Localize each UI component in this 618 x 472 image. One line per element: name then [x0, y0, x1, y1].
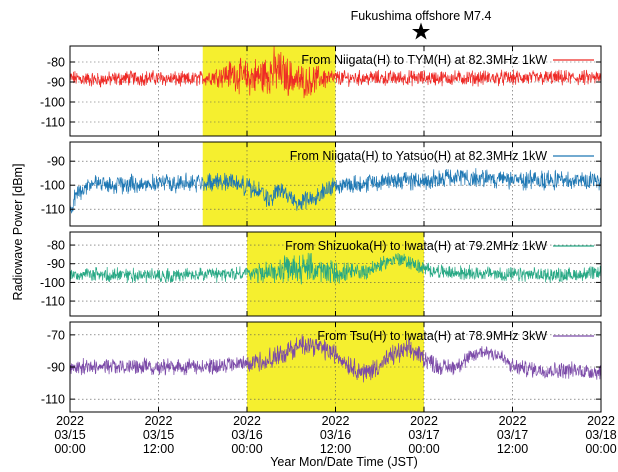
x-tick-label: 2022 [56, 414, 84, 428]
y-axis-label: Radiowave Power [dBm] [11, 164, 25, 301]
highlight-band [202, 46, 336, 136]
legend-label: From Shizuoka(H) to Iwata(H) at 79.2MHz … [285, 239, 547, 253]
y-tick-label: -90 [47, 76, 65, 90]
y-tick-label: -100 [40, 96, 65, 110]
legend: From Shizuoka(H) to Iwata(H) at 79.2MHz … [285, 239, 594, 253]
x-tick-label: 2022 [587, 414, 615, 428]
y-tick-label: -70 [47, 328, 65, 342]
y-tick-label: -90 [47, 155, 65, 169]
x-tick-label: 2022 [233, 414, 261, 428]
x-tick-label: 2022 [499, 414, 527, 428]
x-tick-label: 12:00 [143, 442, 174, 456]
x-tick-label: 00:00 [231, 442, 262, 456]
legend-label: From Niigata(H) to TYM(H) at 82.3MHz 1kW [301, 53, 547, 67]
y-tick-label: -110 [41, 116, 65, 130]
series-line [70, 46, 601, 99]
legend: From Niigata(H) to Yatsuo(H) at 82.3MHz … [290, 149, 594, 163]
y-tick-label: -90 [47, 361, 65, 375]
x-tick-label: 00:00 [54, 442, 85, 456]
chart-panel-2: -90 -100 -110 From Niigata(H) to Yatsuo(H) … [40, 141, 602, 227]
x-tick-label: 03/16 [320, 428, 351, 442]
y-tick-label: -100 [40, 179, 65, 193]
chart-panel-1: -80 -90 -100 -110 From Niigata(H) to TYM(H) … [40, 45, 602, 137]
x-axis-label: Year Mon/Date Time (JST) [270, 455, 418, 469]
legend: From Niigata(H) to TYM(H) at 82.3MHz 1kW [301, 53, 594, 67]
chart-panel-3: -80 -90 -100 -110 From Shizuoka(H) to Iwata(… [40, 231, 602, 317]
x-tick-label: 00:00 [585, 442, 616, 456]
chart-panel-4: -70 -90 -110 From Tsu(H) to Iwata(H) at 78.… [41, 321, 602, 413]
y-tick-label: -80 [47, 56, 65, 70]
legend-label: From Niigata(H) to Yatsuo(H) at 82.3MHz … [290, 149, 547, 163]
star-icon [412, 22, 430, 40]
series-line [70, 252, 601, 285]
x-tick-label: 03/15 [143, 428, 174, 442]
y-tick-label: -90 [47, 257, 65, 271]
y-tick-label: -80 [47, 239, 65, 253]
x-tick-label: 12:00 [320, 442, 351, 456]
series-line [70, 334, 601, 383]
x-tick-label: 2022 [322, 414, 350, 428]
legend: From Tsu(H) to Iwata(H) at 78.9MHz 3kW [317, 329, 594, 343]
y-tick-label: -110 [41, 203, 65, 217]
series-line [70, 168, 601, 214]
x-tick-label: 00:00 [408, 442, 439, 456]
y-tick-label: -110 [41, 295, 65, 309]
x-tick-label: 03/18 [585, 428, 616, 442]
x-tick-label: 12:00 [497, 442, 528, 456]
x-tick-label: 03/16 [231, 428, 262, 442]
legend-label: From Tsu(H) to Iwata(H) at 78.9MHz 3kW [317, 329, 547, 343]
panels: -80 -90 -100 -110 From Niigata(H) to TYM(H) … [40, 45, 602, 413]
x-axis: 202203/1500:00202203/1512:00202203/1600:… [54, 414, 616, 456]
x-tick-label: 03/17 [497, 428, 528, 442]
x-tick-label: 03/17 [408, 428, 439, 442]
event-label: Fukushima offshore M7.4 [351, 9, 492, 23]
x-tick-label: 03/15 [54, 428, 85, 442]
x-tick-label: 2022 [410, 414, 438, 428]
x-tick-label: 2022 [145, 414, 173, 428]
highlight-band [202, 142, 336, 226]
y-tick-label: -100 [40, 276, 65, 290]
y-tick-label: -110 [41, 393, 65, 407]
